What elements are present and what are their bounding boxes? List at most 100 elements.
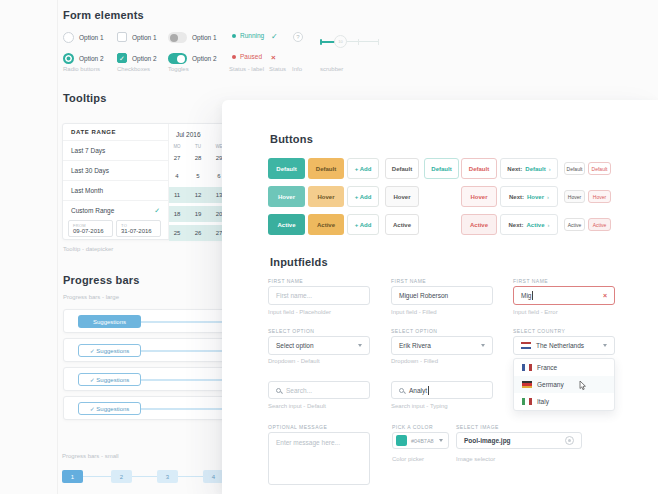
calendar-day[interactable]: 4 xyxy=(167,173,187,179)
tooltips-title: Tooltips xyxy=(63,92,107,104)
button-primary-default[interactable]: Default xyxy=(268,158,305,179)
calendar-day[interactable]: 19 xyxy=(188,211,208,217)
radio-unchecked-icon[interactable] xyxy=(63,32,74,43)
radio-option-1[interactable]: Option 1 xyxy=(63,32,104,43)
input-caption: Input field - Error xyxy=(513,309,558,315)
step-2[interactable]: 2 xyxy=(111,470,132,483)
search-input-default[interactable]: Search... xyxy=(268,381,370,399)
calendar-day[interactable]: 27 xyxy=(167,155,187,161)
add-button-active[interactable]: + Add xyxy=(347,214,379,235)
step-3[interactable]: 3 xyxy=(157,470,178,483)
step-1[interactable]: 1 xyxy=(62,470,83,483)
button-outline-default[interactable]: Default xyxy=(385,158,419,179)
first-name-input-filled[interactable]: Miguel Roberson xyxy=(391,286,493,305)
button-danger-hover[interactable]: Hover xyxy=(461,186,497,207)
first-name-input-error[interactable]: Mig × xyxy=(513,286,615,305)
search-input-typing[interactable]: Analyt xyxy=(391,381,493,399)
menu-item-germany[interactable]: Germany xyxy=(514,376,614,393)
button-secondary-default[interactable]: Default xyxy=(308,158,344,179)
select-option-filled[interactable]: Erik Rivera xyxy=(391,336,493,355)
next-button-default[interactable]: Next: Default › xyxy=(500,158,558,179)
small-danger-button-active[interactable]: Active xyxy=(588,218,611,231)
radio-option-2[interactable]: Option 2 xyxy=(63,53,104,64)
calendar-day[interactable]: 28 xyxy=(188,155,208,161)
suggestions-button[interactable]: ✓ Suggestions xyxy=(78,344,141,357)
button-primary-hover[interactable]: Hover xyxy=(268,186,305,207)
button-danger-default[interactable]: Default xyxy=(461,158,497,179)
scrubber[interactable]: 10 xyxy=(320,35,380,48)
button-secondary-active[interactable]: Active xyxy=(308,214,344,235)
search-icon xyxy=(276,388,281,393)
button-danger-active[interactable]: Active xyxy=(461,214,497,235)
checkbox-option-2[interactable]: ✓ Option 2 xyxy=(117,53,157,63)
first-name-input-placeholder[interactable]: First name... xyxy=(268,286,370,305)
button-secondary-hover[interactable]: Hover xyxy=(308,186,344,207)
image-upload-icon[interactable] xyxy=(565,436,574,445)
selected-check-icon: ✓ xyxy=(154,207,160,215)
small-button-hover[interactable]: Hover xyxy=(564,190,585,203)
menu-item-label: France xyxy=(537,364,557,371)
calendar-day[interactable]: 26 xyxy=(188,230,208,236)
add-button-default[interactable]: + Add xyxy=(347,158,379,179)
small-button-active[interactable]: Active xyxy=(564,218,585,231)
checkbox-unchecked-icon[interactable] xyxy=(117,32,127,42)
status-paused-label: Paused xyxy=(240,53,262,60)
message-textarea[interactable]: Enter message here... xyxy=(268,432,370,485)
button-primary-active[interactable]: Active xyxy=(268,214,305,235)
toggle-off-icon[interactable] xyxy=(168,32,187,43)
small-danger-button-hover[interactable]: Hover xyxy=(588,190,611,203)
checkbox-label: Option 1 xyxy=(132,34,157,41)
daterange-option-custom[interactable]: Custom Range ✓ xyxy=(63,201,168,220)
button-outline-hover[interactable]: Hover xyxy=(385,186,419,207)
daterange-option-last30[interactable]: Last 30 Days xyxy=(63,161,168,181)
checkbox-option-1[interactable]: Option 1 xyxy=(117,32,157,42)
select-country[interactable]: The Netherlands xyxy=(513,336,615,355)
calendar-day[interactable]: 18 xyxy=(167,211,187,217)
progress-bars-title: Progress bars xyxy=(63,274,140,286)
calendar-day[interactable]: 11 xyxy=(167,192,187,198)
button-outline-active[interactable]: Active xyxy=(385,214,419,235)
checkbox-checked-icon[interactable]: ✓ xyxy=(117,53,127,63)
color-picker[interactable]: #04B7A8 xyxy=(392,432,449,449)
next-state-label: Active xyxy=(527,222,545,228)
calendar-day[interactable]: 12 xyxy=(188,192,208,198)
date-from-input[interactable]: FROM 09-07-2016 xyxy=(68,220,113,237)
from-value: 09-07-2016 xyxy=(73,228,112,234)
suggestions-button[interactable]: ✓ Suggestions xyxy=(78,402,141,415)
next-state-label: Default xyxy=(525,166,545,172)
button-teal-outline-default[interactable]: Default xyxy=(424,158,459,179)
radio-label: Option 1 xyxy=(79,34,104,41)
suggestions-button[interactable]: ✓ Suggestions xyxy=(78,373,141,386)
toggle-on-icon[interactable] xyxy=(168,53,187,64)
add-button-hover[interactable]: + Add xyxy=(347,186,379,207)
next-button-active[interactable]: Next: Active › xyxy=(500,214,558,235)
date-to-input[interactable]: TO 31-07-2016 xyxy=(116,220,161,237)
suggestions-button[interactable]: Suggestions xyxy=(78,315,141,328)
error-x-icon[interactable]: × xyxy=(603,292,607,299)
small-button-default[interactable]: Default xyxy=(564,162,585,175)
chevron-down-icon xyxy=(481,344,485,347)
step-4[interactable]: 4 xyxy=(203,470,224,483)
menu-item-italy[interactable]: Italy xyxy=(514,393,614,410)
calendar-day[interactable]: 25 xyxy=(167,230,187,236)
next-button-hover[interactable]: Next: Hover › xyxy=(500,186,558,207)
radio-checked-icon[interactable] xyxy=(63,53,74,64)
first-name-label: FIRST NAME xyxy=(391,278,426,284)
text-cursor xyxy=(532,291,533,300)
menu-item-france[interactable]: France xyxy=(514,359,614,376)
image-selector[interactable]: Pool-image.jpg xyxy=(456,432,582,449)
daterange-option-last7[interactable]: Last 7 Days xyxy=(63,141,168,161)
small-danger-button-default[interactable]: Default xyxy=(588,162,611,175)
calendar-day[interactable]: 5 xyxy=(188,173,208,179)
info-icon[interactable]: ? xyxy=(293,32,303,42)
toggle-option-2[interactable]: Option 2 xyxy=(168,53,217,64)
color-hex-value: #04B7A8 xyxy=(411,438,434,444)
info-caption: Info xyxy=(292,66,302,72)
status-label-caption: Status - label xyxy=(229,66,264,72)
scrubber-tick xyxy=(358,39,359,45)
daterange-option-lastmonth[interactable]: Last Month xyxy=(63,181,168,201)
status-caption: Status xyxy=(269,66,286,72)
toggle-option-1[interactable]: Option 1 xyxy=(168,32,217,43)
select-option-default[interactable]: Select option xyxy=(268,336,370,355)
scrubber-handle[interactable]: 10 xyxy=(334,35,347,48)
